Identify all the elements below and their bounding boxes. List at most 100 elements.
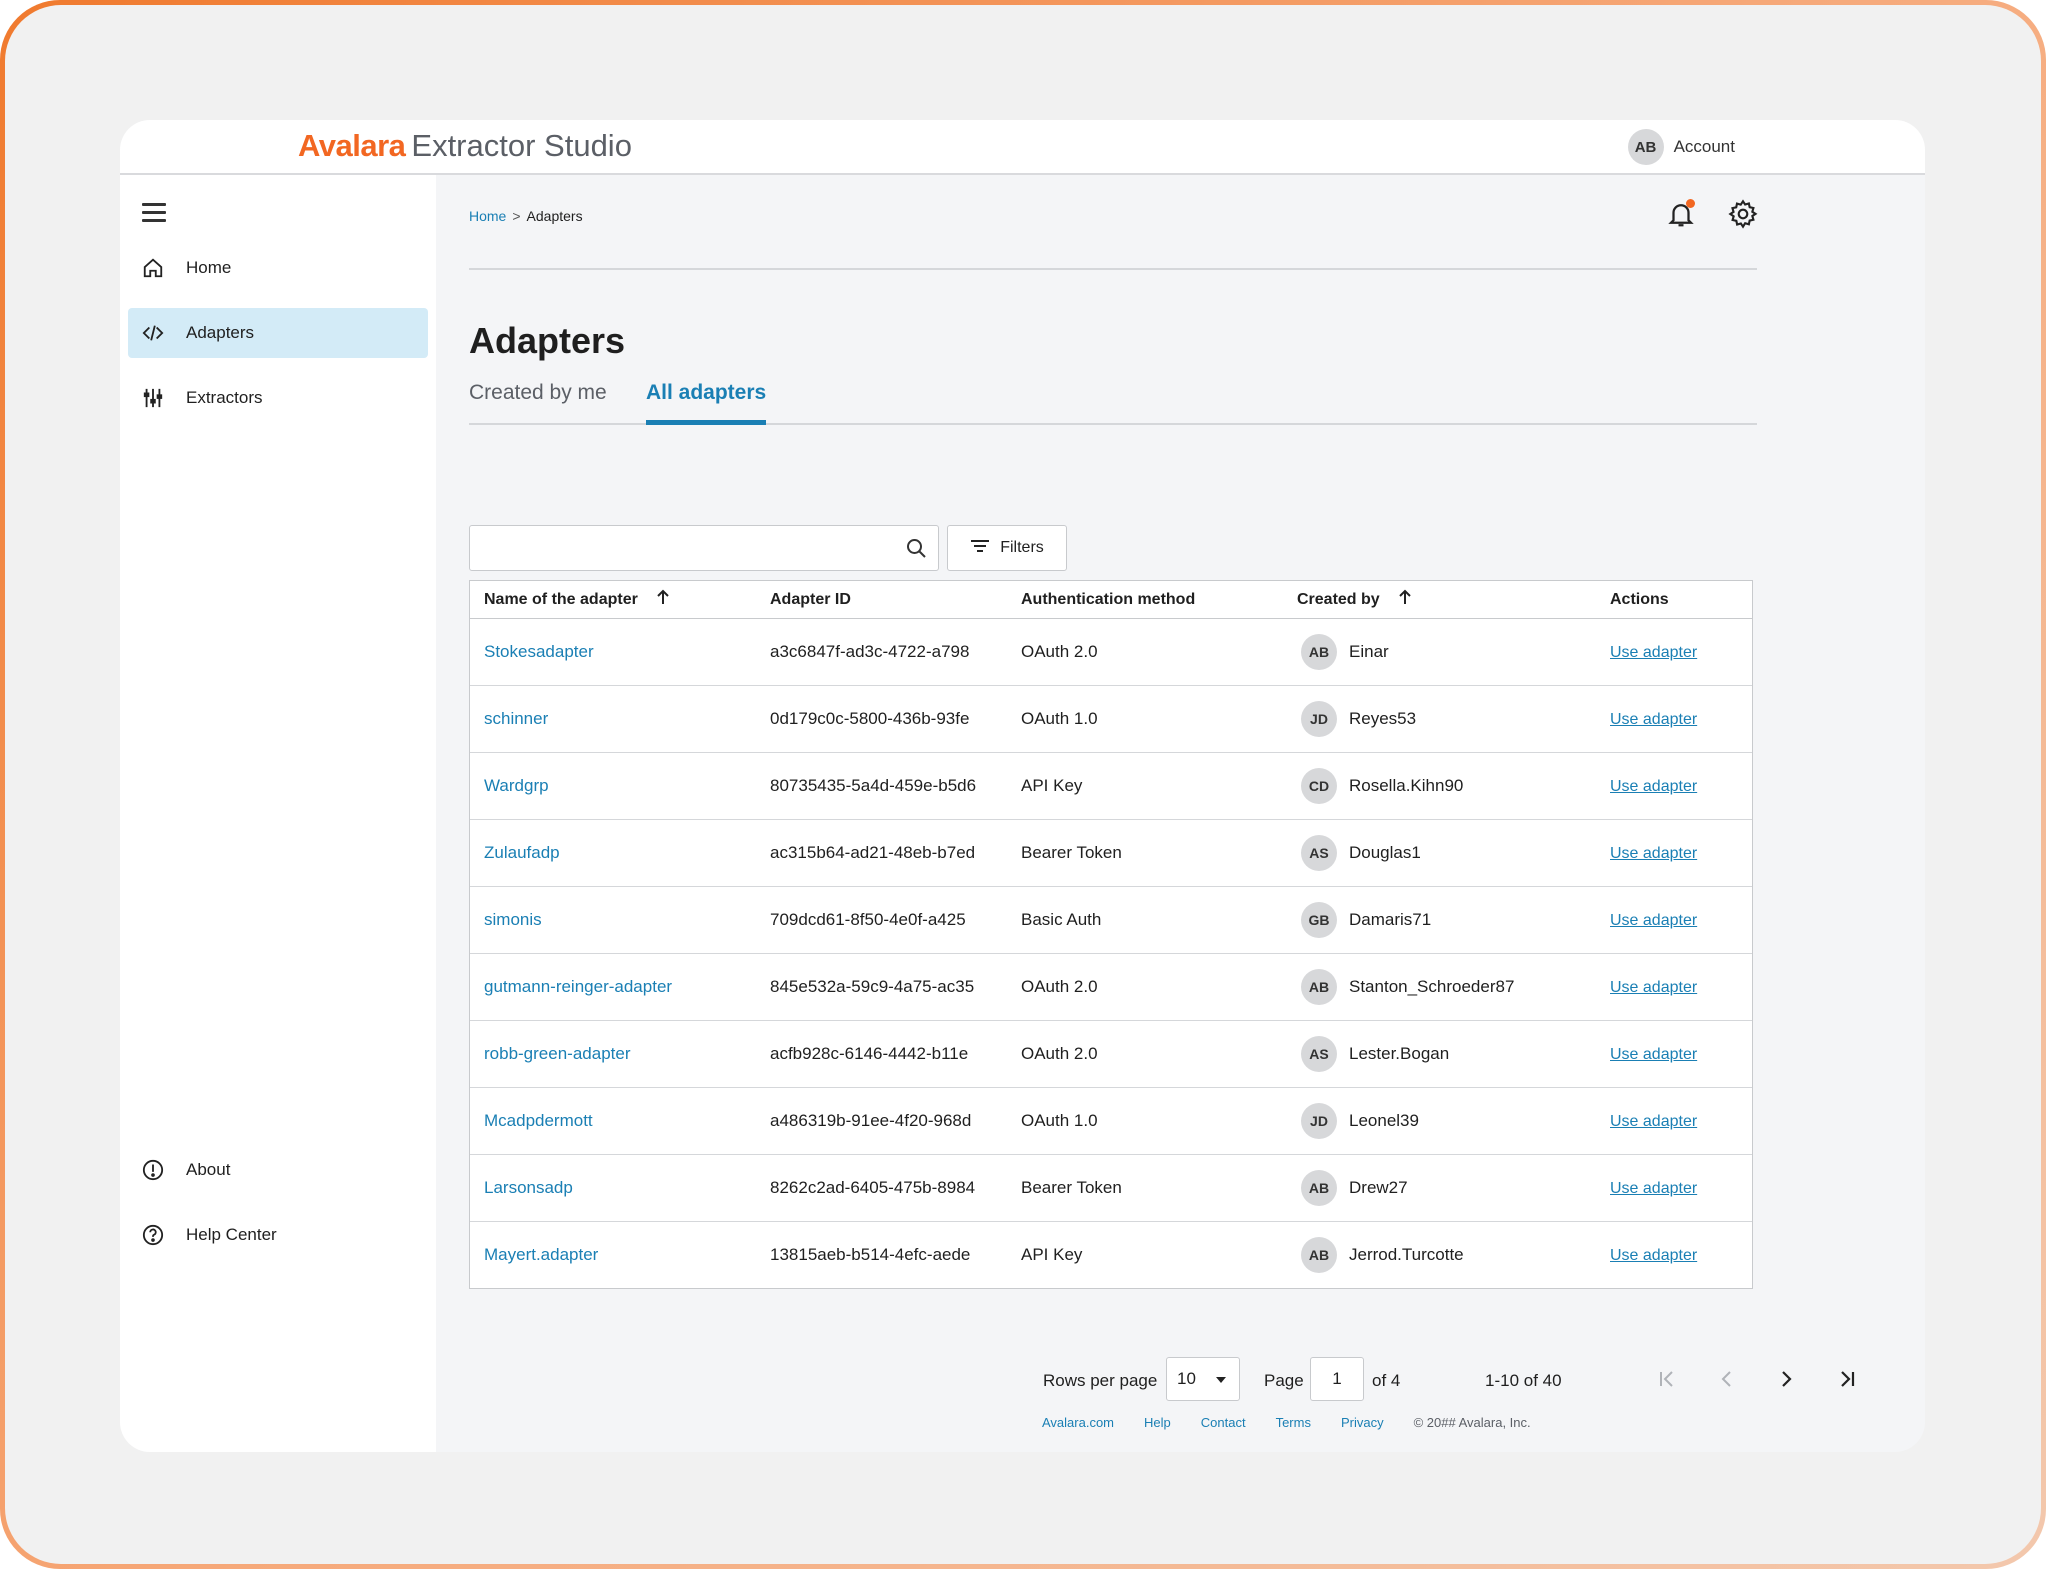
footer-link-terms[interactable]: Terms	[1275, 1415, 1311, 1430]
creator-avatar: AS	[1301, 1036, 1337, 1072]
use-adapter-link[interactable]: Use adapter	[1610, 979, 1698, 996]
sidebar-item-help-center[interactable]: Help Center	[128, 1210, 428, 1260]
adapter-id: 0d179c0c-5800-436b-93fe	[770, 709, 970, 728]
tab-created-by-me[interactable]: Created by me	[469, 381, 607, 404]
use-adapter-link[interactable]: Use adapter	[1610, 845, 1698, 862]
filters-button[interactable]: Filters	[947, 525, 1067, 571]
adapter-name-link[interactable]: Larsonsadp	[484, 1178, 573, 1197]
sidebar-item-label: Home	[186, 258, 232, 277]
sidebar-item-label: Help Center	[186, 1225, 277, 1244]
auth-method: API Key	[1021, 1245, 1083, 1264]
footer-link-contact[interactable]: Contact	[1200, 1415, 1246, 1430]
avalara-logo: Avalara	[298, 128, 406, 163]
sort-ascending-icon[interactable]	[1398, 589, 1412, 610]
notifications-bell-icon[interactable]	[1664, 197, 1698, 231]
sidebar-item-label: About	[186, 1160, 231, 1179]
use-adapter-link[interactable]: Use adapter	[1610, 711, 1698, 728]
creator-name: Stanton_Schroeder87	[1349, 977, 1515, 996]
creator-name: Rosella.Kihn90	[1349, 776, 1464, 795]
sidebar-item-extractors[interactable]: Extractors	[128, 373, 428, 423]
creator-name: Drew27	[1349, 1178, 1408, 1197]
account-avatar[interactable]: AB	[1627, 129, 1664, 165]
sidebar: Home Adapters Extractors About Help Cent	[120, 175, 436, 1452]
use-adapter-link[interactable]: Use adapter	[1610, 1113, 1698, 1130]
auth-method: Bearer Token	[1021, 1178, 1122, 1197]
dropdown-caret-icon	[1215, 1369, 1227, 1389]
creator-name: Reyes53	[1349, 709, 1417, 728]
settings-gear-icon[interactable]	[1726, 197, 1760, 231]
adapter-name-link[interactable]: Stokesadapter	[484, 642, 594, 661]
breadcrumb-home-link[interactable]: Home	[469, 208, 507, 224]
rows-per-page-select[interactable]: 10	[1166, 1357, 1240, 1401]
creator-name: Leonel39	[1349, 1111, 1419, 1130]
filters-label: Filters	[1000, 539, 1044, 556]
account-label[interactable]: Account	[1673, 137, 1735, 156]
next-page-icon[interactable]	[1770, 1363, 1802, 1395]
main-content: Home > Adapters Adapters Created by me A…	[436, 175, 1925, 1452]
notification-dot	[1686, 199, 1695, 208]
column-header-created-by[interactable]: Created by	[1297, 589, 1610, 610]
auth-method: Basic Auth	[1021, 910, 1102, 929]
adapter-id: a486319b-91ee-4f20-968d	[770, 1111, 972, 1130]
search-field[interactable]	[469, 525, 939, 571]
creator-avatar: AB	[1301, 634, 1337, 670]
creator-avatar: GB	[1301, 902, 1337, 938]
first-page-icon[interactable]	[1651, 1363, 1683, 1395]
use-adapter-link[interactable]: Use adapter	[1610, 644, 1698, 661]
use-adapter-link[interactable]: Use adapter	[1610, 1180, 1698, 1197]
column-header-name[interactable]: Name of the adapter	[470, 589, 770, 610]
adapter-id: 13815aeb-b514-4efc-aede	[770, 1245, 971, 1264]
table-row: Stokesadapter a3c6847f-ad3c-4722-a798 OAut…	[470, 619, 1752, 686]
auth-method: OAuth 1.0	[1021, 709, 1098, 728]
adapter-id: 845e532a-59c9-4a75-ac35	[770, 977, 975, 996]
last-page-icon[interactable]	[1831, 1363, 1863, 1395]
sort-ascending-icon[interactable]	[656, 589, 670, 610]
range-indicator: 1-10 of 40	[1485, 1371, 1562, 1390]
previous-page-icon[interactable]	[1711, 1363, 1743, 1395]
breadcrumb: Home > Adapters	[469, 208, 583, 224]
column-header-label: Name of the adapter	[484, 590, 638, 608]
table-row: Zulaufadp ac315b64-ad21-48eb-b7ed Bearer T…	[470, 820, 1752, 887]
page-count: of 4	[1372, 1371, 1401, 1390]
footer-link-help[interactable]: Help	[1144, 1415, 1171, 1430]
adapter-name-link[interactable]: Mayert.adapter	[484, 1245, 599, 1264]
adapter-name-link[interactable]: schinner	[484, 709, 549, 728]
adapter-id: 8262c2ad-6405-475b-8984	[770, 1178, 976, 1197]
rows-per-page-label: Rows per page	[1043, 1371, 1158, 1390]
use-adapter-link[interactable]: Use adapter	[1610, 778, 1698, 795]
account-menu[interactable]: AB Account	[1627, 129, 1735, 165]
window-background: Avalara Extractor Studio AB Account Home …	[5, 5, 2041, 1564]
sidebar-item-label: Extractors	[186, 388, 263, 407]
sidebar-item-home[interactable]: Home	[128, 243, 428, 293]
column-header-auth-method: Authentication method	[1021, 590, 1196, 608]
footer-link-avalara[interactable]: Avalara.com	[1042, 1415, 1115, 1430]
code-icon	[140, 320, 166, 346]
creator-avatar: CD	[1301, 768, 1337, 804]
use-adapter-link[interactable]: Use adapter	[1610, 1247, 1698, 1264]
search-input[interactable]	[480, 528, 894, 570]
column-header-actions: Actions	[1610, 590, 1669, 608]
sliders-icon	[140, 385, 166, 411]
adapter-name-link[interactable]: Zulaufadp	[484, 843, 560, 862]
help-icon	[140, 1222, 166, 1248]
footer-link-privacy[interactable]: Privacy	[1340, 1415, 1384, 1430]
auth-method: OAuth 2.0	[1021, 977, 1098, 996]
page-number-input[interactable]: 1	[1310, 1357, 1364, 1401]
use-adapter-link[interactable]: Use adapter	[1610, 1046, 1698, 1063]
table-row: Larsonsadp 8262c2ad-6405-475b-8984 Bearer …	[470, 1155, 1752, 1222]
auth-method: API Key	[1021, 776, 1083, 795]
adapter-name-link[interactable]: Mcadpdermott	[484, 1111, 593, 1130]
adapter-name-link[interactable]: Wardgrp	[484, 776, 549, 795]
brand: Avalara Extractor Studio	[298, 128, 632, 164]
sidebar-item-about[interactable]: About	[128, 1145, 428, 1195]
hamburger-menu-icon[interactable]	[142, 203, 166, 223]
sidebar-item-adapters[interactable]: Adapters	[128, 308, 428, 358]
table-row: gutmann-reinger-adapter 845e532a-59c9-4a7…	[470, 954, 1752, 1021]
adapter-name-link[interactable]: gutmann-reinger-adapter	[484, 977, 673, 996]
adapter-name-link[interactable]: robb-green-adapter	[484, 1044, 631, 1063]
search-icon[interactable]	[904, 536, 928, 565]
creator-avatar: AB	[1301, 1170, 1337, 1206]
tab-all-adapters[interactable]: All adapters	[646, 381, 767, 425]
use-adapter-link[interactable]: Use adapter	[1610, 912, 1698, 929]
adapter-name-link[interactable]: simonis	[484, 910, 542, 929]
